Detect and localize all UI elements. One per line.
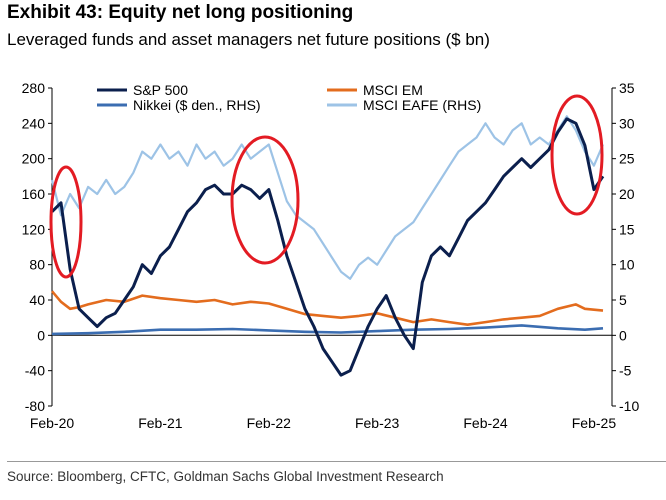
x-axis-ticks: Feb-20 Feb-21 Feb-22 Feb-23 Feb-24 Feb-25 [30, 415, 617, 431]
right-tick-label: 25 [619, 151, 635, 167]
equity-positioning-chart: 280 240 200 160 120 80 40 0 -40 -80 35 30 25 20 15 10 5… [22, 80, 640, 431]
series-line-msci-em [51, 290, 604, 326]
chart-subtitle: Leveraged funds and asset managers net f… [7, 30, 490, 49]
left-tick-label: 120 [22, 221, 46, 237]
series-group [50, 115, 605, 377]
x-tick-label: Feb-23 [355, 415, 400, 431]
x-tick-label: Feb-20 [30, 415, 75, 431]
series-line-msci-eafe-rhs [50, 115, 605, 280]
annotation-ellipse-feb-20 [49, 165, 83, 279]
right-tick-label: 30 [619, 115, 635, 131]
left-tick-label: 280 [22, 80, 46, 96]
left-tick-label: 40 [29, 292, 45, 308]
legend-label-msci-eafe-rhs: MSCI EAFE (RHS) [363, 97, 481, 113]
right-tick-label: -5 [619, 363, 632, 379]
left-axis-ticks: 280 240 200 160 120 80 40 0 -40 -80 [22, 80, 52, 414]
x-tick-label: Feb-24 [463, 415, 508, 431]
right-tick-label: 20 [619, 186, 635, 202]
left-tick-label: 160 [22, 186, 46, 202]
annotation-ellipse-feb-25 [550, 94, 604, 216]
annotation-group [49, 94, 604, 279]
right-tick-label: 15 [619, 221, 635, 237]
source-note: Source: Bloomberg, CFTC, Goldman Sachs G… [7, 469, 444, 484]
series-line-s-p-500 [50, 117, 605, 377]
left-tick-label: 240 [22, 115, 46, 131]
legend: S&P 500 MSCI EM Nikkei ($ den., RHS) MSCI E… [97, 82, 481, 113]
right-axis-ticks: 35 30 25 20 15 10 5 0 -5 -10 [612, 80, 639, 414]
left-tick-label: 200 [22, 151, 46, 167]
right-tick-label: 10 [619, 257, 635, 273]
x-tick-label: Feb-21 [138, 415, 183, 431]
right-tick-label: -10 [619, 398, 639, 414]
right-tick-label: 35 [619, 80, 635, 96]
x-tick-label: Feb-22 [247, 415, 292, 431]
legend-label-nikkei-den-rhs: Nikkei ($ den., RHS) [133, 97, 261, 113]
chart-title: Exhibit 43: Equity net long positioning [7, 2, 354, 23]
left-tick-label: 80 [29, 257, 45, 273]
legend-label-msci-em: MSCI EM [363, 82, 423, 98]
series-line-nikkei-den-rhs [51, 324, 604, 336]
left-tick-label: -80 [25, 398, 45, 414]
legend-label-s-p-500: S&P 500 [133, 82, 188, 98]
left-tick-label: -40 [25, 363, 45, 379]
annotation-ellipse-feb-22 [230, 135, 300, 265]
right-tick-label: 0 [619, 327, 627, 343]
right-tick-label: 5 [619, 292, 627, 308]
source-divider [7, 461, 666, 462]
x-tick-label: Feb-25 [572, 415, 617, 431]
left-tick-label: 0 [37, 327, 45, 343]
